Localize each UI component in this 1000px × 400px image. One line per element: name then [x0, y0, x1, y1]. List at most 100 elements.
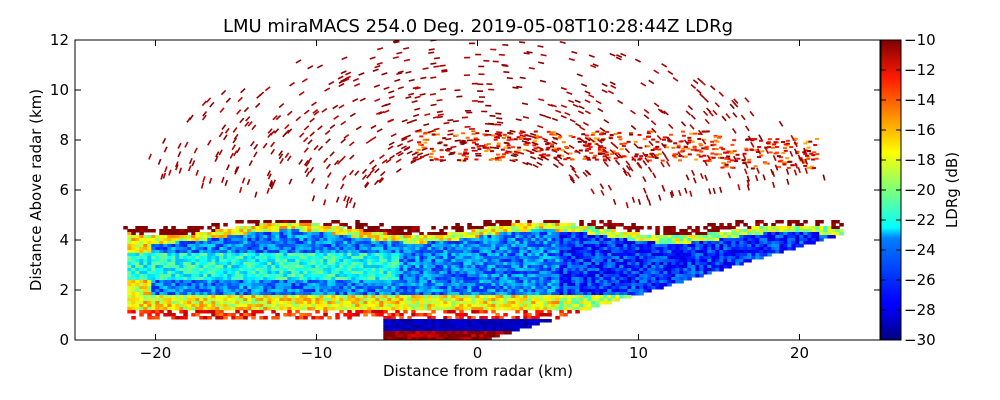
cloud-cell: [499, 250, 504, 254]
cloud-cell: [355, 295, 360, 299]
cloud-cell: [147, 289, 152, 293]
cloud-cell: [643, 253, 648, 257]
cloud-cell: [651, 238, 656, 242]
cloud-cell: [195, 271, 200, 275]
cloud-cell: [759, 247, 764, 251]
cloud-cell: [555, 244, 560, 248]
cloud-cell: [135, 298, 140, 302]
cloud-cell: [479, 298, 484, 302]
cloud-cell: [443, 316, 448, 320]
cloud-cell: [611, 271, 616, 275]
cloud-cell: [347, 304, 352, 308]
cloud-cell: [715, 235, 720, 239]
cloud-cell: [287, 313, 292, 317]
cloud-cell: [527, 229, 532, 233]
cloud-cell: [195, 232, 200, 236]
cloud-cell: [523, 307, 528, 311]
cloud-cell: [179, 295, 184, 299]
cloud-cell: [263, 289, 268, 293]
cloud-cell: [163, 295, 168, 299]
cloud-cell: [191, 268, 196, 272]
cloud-cell: [451, 244, 456, 248]
cloud-cell: [831, 226, 836, 230]
ice-layer-cell: [435, 133, 440, 136]
cloud-cell: [503, 328, 508, 332]
cloud-cell: [211, 253, 216, 257]
ice-layer-cell: [799, 160, 804, 163]
cloud-cell: [683, 244, 688, 248]
cloud-cell: [243, 307, 248, 311]
cloud-cell: [247, 232, 252, 236]
cloud-cell: [563, 262, 568, 266]
cloud-cell: [571, 226, 576, 230]
cloud-cell: [303, 316, 308, 320]
cloud-cell: [563, 307, 568, 311]
cloud-cell: [467, 232, 472, 236]
cloud-cell: [827, 229, 832, 233]
cloud-cell: [515, 223, 520, 227]
cloud-cell: [407, 331, 412, 335]
cloud-cell: [407, 304, 412, 308]
cloud-cell: [531, 265, 536, 269]
cloud-cell: [263, 247, 268, 251]
cloud-cell: [279, 259, 284, 263]
cloud-cell: [499, 301, 504, 305]
cloud-cell: [235, 268, 240, 272]
cloud-cell: [579, 274, 584, 278]
cloud-cell: [127, 286, 132, 290]
cloud-cell: [615, 298, 620, 302]
cloud-cell: [447, 262, 452, 266]
cloud-cell: [219, 229, 224, 233]
cloud-cell: [439, 262, 444, 266]
cloud-cell: [483, 304, 488, 308]
cloud-cell: [171, 250, 176, 254]
ice-layer-cell: [760, 150, 765, 153]
cloud-cell: [511, 322, 516, 326]
cloud-cell: [291, 244, 296, 248]
cloud-cell: [331, 250, 336, 254]
cloud-cell: [575, 232, 580, 236]
cloud-cell: [703, 232, 708, 236]
cloud-cell: [555, 238, 560, 242]
cloud-cell: [463, 235, 468, 239]
cloud-cell: [411, 310, 416, 314]
cloud-cell: [455, 274, 460, 278]
cloud-cell: [399, 265, 404, 269]
cloud-cell: [831, 223, 836, 227]
cloud-cell: [323, 271, 328, 275]
cloud-cell: [499, 268, 504, 272]
ice-layer-cell: [565, 147, 570, 150]
cloud-cell: [223, 262, 228, 266]
cloud-cell: [763, 226, 768, 230]
cloud-cell: [751, 256, 756, 260]
cloud-cell: [303, 265, 308, 269]
cloud-cell: [167, 298, 172, 302]
cloud-cell: [227, 292, 232, 296]
cloud-cell: [467, 316, 472, 320]
ice-layer-cell: [486, 148, 491, 151]
cloud-cell: [459, 322, 464, 326]
cloud-cell: [743, 259, 748, 263]
cloud-cell: [387, 322, 392, 326]
cloud-cell: [287, 244, 292, 248]
cloud-cell: [499, 298, 504, 302]
cloud-cell: [751, 253, 756, 257]
cloud-cell: [463, 301, 468, 305]
cloud-cell: [483, 223, 488, 227]
cloud-cell: [447, 238, 452, 242]
cloud-cell: [667, 283, 672, 287]
cloud-cell: [463, 286, 468, 290]
cloud-cell: [551, 262, 556, 266]
cloud-cell: [667, 280, 672, 284]
cloud-cell: [411, 277, 416, 281]
cloud-cell: [551, 232, 556, 236]
cloud-cell: [411, 259, 416, 263]
cloud-cell: [595, 304, 600, 308]
ice-layer-cell: [815, 153, 820, 156]
cloud-cell: [427, 280, 432, 284]
cloud-cell: [755, 232, 760, 236]
cloud-cell: [243, 265, 248, 269]
cloud-cell: [487, 322, 492, 326]
cloud-cell: [315, 268, 320, 272]
cloud-cell: [531, 226, 536, 230]
